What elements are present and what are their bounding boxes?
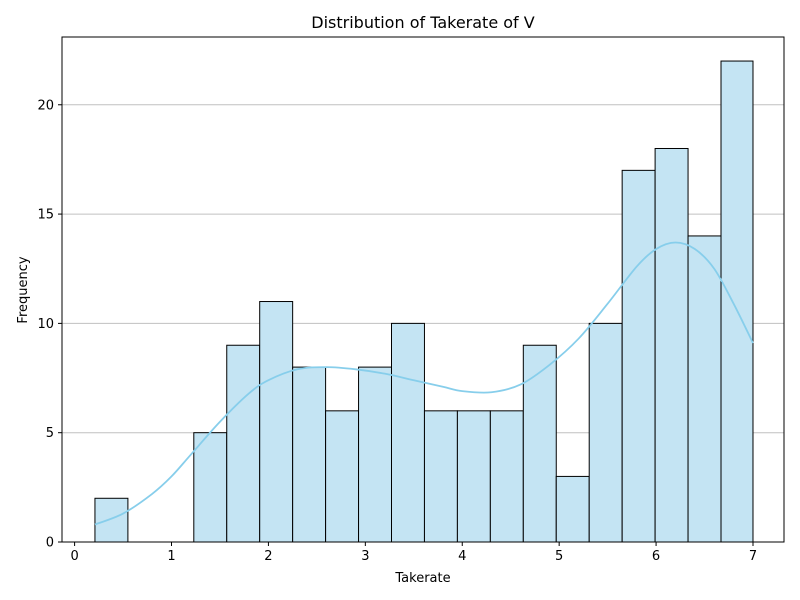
- histogram-bar-0: [94, 497, 129, 543]
- histogram-bar-13: [522, 344, 557, 543]
- histogram-bar-9: [391, 322, 425, 543]
- histogram-bar-14: [555, 475, 590, 543]
- x-tick-label-6: 6: [652, 549, 660, 564]
- chart-title: Distribution of Takerate of V: [311, 13, 535, 32]
- y-tick-label-1: 5: [46, 426, 54, 441]
- histogram-bar-4: [226, 344, 261, 543]
- histogram-bar-7: [325, 410, 360, 543]
- x-tick-label-4: 4: [458, 549, 466, 564]
- x-tick-label-0: 0: [70, 549, 78, 564]
- histogram-bar-8: [358, 366, 393, 543]
- x-tick-label-5: 5: [555, 549, 563, 564]
- histogram-bar-11: [456, 410, 491, 543]
- y-tick-label-4: 20: [37, 98, 54, 113]
- x-tick-label-3: 3: [361, 549, 369, 564]
- histogram-bar-18: [687, 235, 722, 543]
- plot-frame: [61, 36, 785, 543]
- kde-curve: [94, 241, 754, 526]
- y-tick-label-0: 0: [46, 536, 54, 551]
- histogram-bar-17: [654, 147, 689, 543]
- histogram-bar-12: [489, 410, 524, 543]
- histogram-bar-15: [588, 322, 623, 543]
- y-tick-label-2: 10: [37, 317, 54, 332]
- histogram-bar-19: [720, 60, 754, 543]
- x-tick-label-7: 7: [749, 549, 757, 564]
- x-tick-label-2: 2: [264, 549, 272, 564]
- histogram-bar-10: [423, 410, 458, 543]
- x-tick-label-1: 1: [167, 549, 175, 564]
- histogram-bar-6: [292, 366, 327, 543]
- histogram-bar-3: [193, 432, 228, 543]
- y-axis-label: Frequency: [16, 256, 31, 323]
- y-axis-ticks: 0 5 10 15 20: [37, 98, 62, 551]
- x-axis-ticks: 0 1 2 3 4 5 6 7: [70, 542, 757, 564]
- y-tick-label-3: 15: [37, 208, 54, 223]
- histogram-bar-16: [621, 169, 656, 543]
- histogram-bar-5: [259, 301, 294, 543]
- histogram-bars: [94, 60, 754, 543]
- x-axis-label: Takerate: [394, 571, 450, 586]
